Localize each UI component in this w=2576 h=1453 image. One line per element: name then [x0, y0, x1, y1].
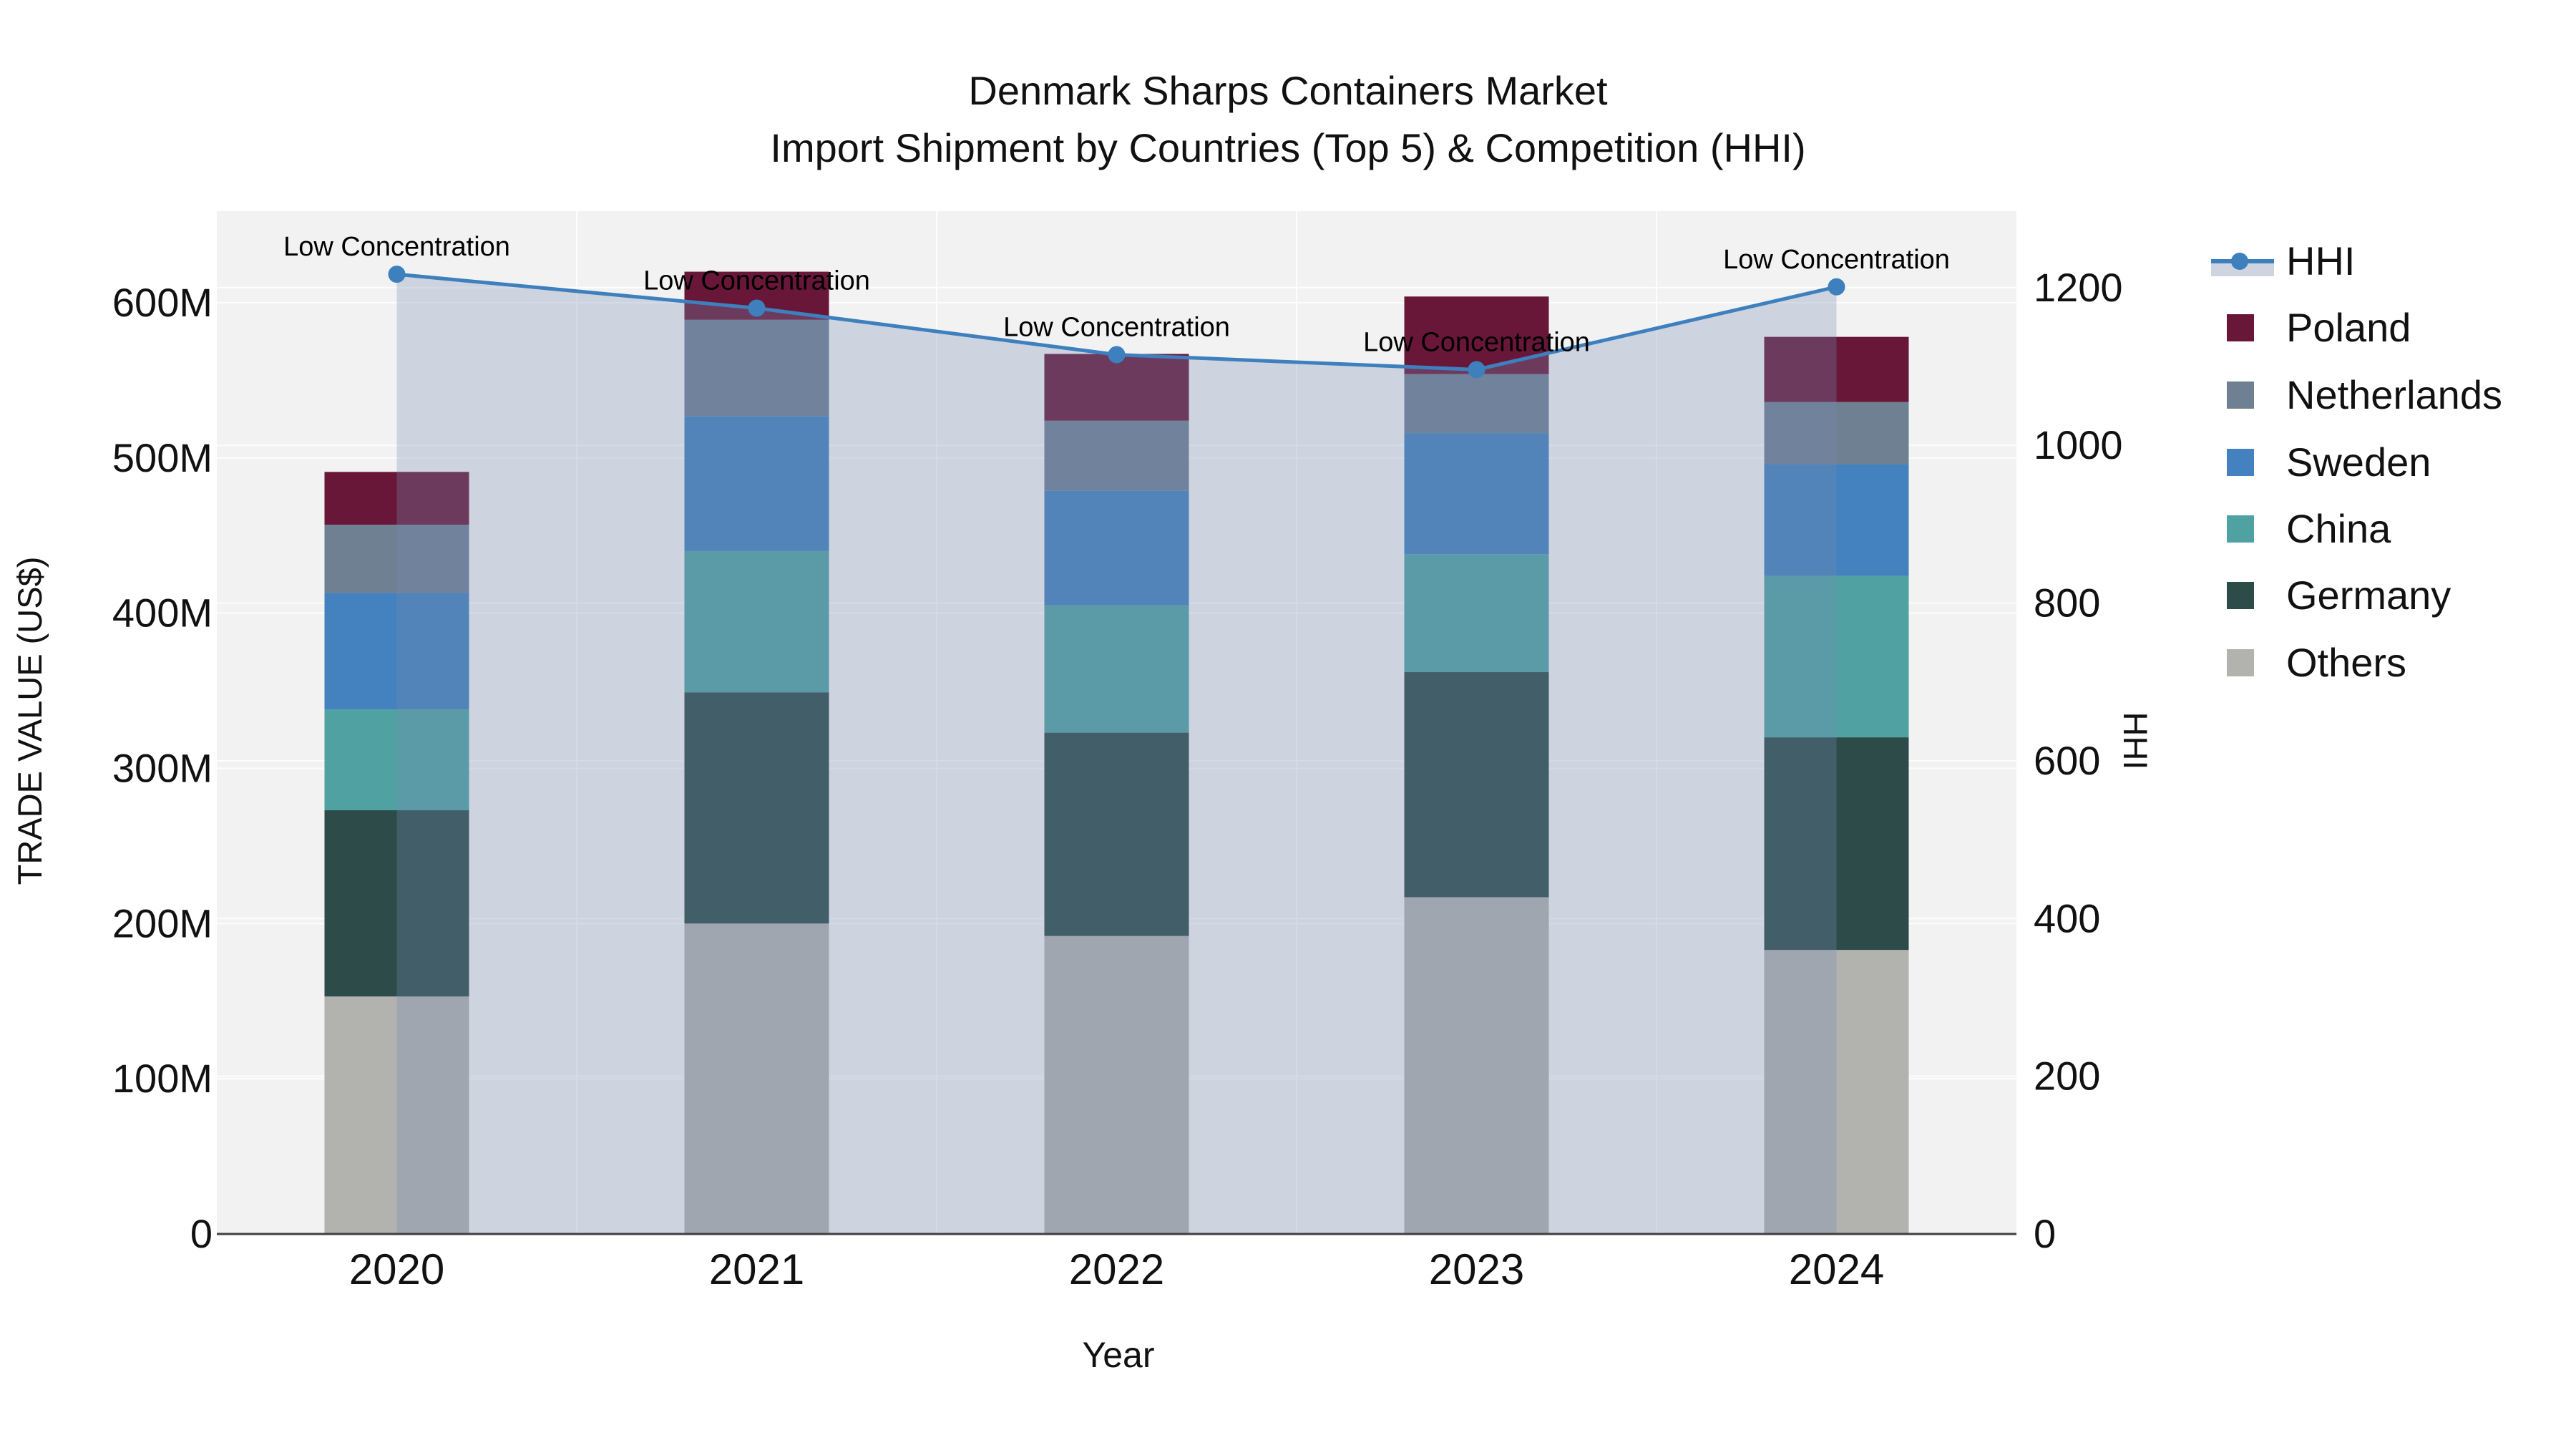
annotation-low-concentration-2023: Low Concentration [1363, 327, 1590, 357]
y-right-tick-label-1200: 1200 [2034, 265, 2123, 310]
y-left-axis-title: TRADE VALUE (US$) [11, 557, 49, 885]
y-right-tick-label-1000: 1000 [2034, 422, 2123, 467]
hhi-marker-2020[interactable] [388, 266, 406, 283]
bar-segment-china-2021[interactable] [684, 550, 829, 693]
bar-segment-others-2024[interactable] [1764, 950, 1909, 1234]
legend-item-netherlands[interactable]: Netherlands [2227, 372, 2502, 417]
bar-segment-poland-2022[interactable] [1044, 354, 1189, 421]
legend-swatch-others [2227, 649, 2254, 676]
bar-segment-sweden-2023[interactable] [1404, 433, 1549, 555]
hhi-marker-2021[interactable] [748, 299, 766, 317]
bar-segment-sweden-2024[interactable] [1764, 464, 1909, 576]
y-left-tick-label-400M: 400M [112, 591, 213, 636]
y-right-tick-label-400: 400 [2034, 895, 2100, 941]
y-left-tick-label-0: 0 [190, 1211, 213, 1256]
legend-hhi-marker-sample [2231, 253, 2248, 270]
legend-label-china: China [2286, 506, 2391, 551]
legend-item-hhi[interactable]: HHI [2211, 238, 2355, 283]
x-axis-title: Year [1082, 1335, 1154, 1375]
legend-swatch-china [2227, 515, 2254, 543]
y-left-tick-label-300M: 300M [112, 745, 213, 790]
bar-segment-others-2020[interactable] [324, 996, 469, 1234]
x-tick-label-2024: 2024 [1789, 1245, 1884, 1293]
bar-segment-china-2020[interactable] [324, 709, 469, 811]
legend-swatch-netherlands [2227, 382, 2254, 409]
bar-segment-germany-2023[interactable] [1404, 672, 1549, 898]
y-right-tick-label-0: 0 [2034, 1211, 2056, 1256]
legend-label-others: Others [2286, 640, 2406, 685]
bar-segment-others-2021[interactable] [684, 923, 829, 1234]
y-left-tick-label-600M: 600M [112, 280, 213, 325]
y-right-tick-label-800: 800 [2034, 580, 2100, 626]
bar-segment-sweden-2020[interactable] [324, 593, 469, 710]
bar-segment-netherlands-2023[interactable] [1404, 374, 1549, 434]
legend-label-poland: Poland [2286, 305, 2411, 350]
bar-segment-germany-2020[interactable] [324, 810, 469, 997]
chart-title-line1: Denmark Sharps Containers Market [968, 68, 1608, 113]
hhi-marker-2024[interactable] [1828, 278, 1845, 296]
bar-segment-netherlands-2024[interactable] [1764, 402, 1909, 465]
legend: HHI Poland Netherlands Sweden China Germany Ot… [2211, 238, 2502, 685]
bar-segment-netherlands-2020[interactable] [324, 525, 469, 593]
plot-area: 0 100M 200M 300M 400M 500M 600M 0 200 400 600 800 10… [112, 211, 2123, 1293]
legend-label-hhi: HHI [2286, 238, 2355, 283]
legend-swatch-sweden [2227, 449, 2254, 476]
y-left-tick-label-100M: 100M [112, 1056, 213, 1101]
hhi-marker-2023[interactable] [1468, 361, 1485, 379]
bar-segment-others-2022[interactable] [1044, 936, 1189, 1234]
bar-segment-china-2022[interactable] [1044, 605, 1189, 733]
x-tick-label-2023: 2023 [1429, 1245, 1524, 1293]
y-left-tick-label-200M: 200M [112, 900, 213, 946]
y-right-tick-label-600: 600 [2034, 738, 2100, 783]
legend-item-germany[interactable]: Germany [2227, 573, 2451, 618]
y-right-tick-label-200: 200 [2034, 1054, 2100, 1099]
x-tick-label-2020: 2020 [349, 1245, 444, 1293]
legend-label-netherlands: Netherlands [2286, 372, 2502, 417]
legend-swatch-poland [2227, 314, 2254, 341]
annotation-low-concentration-2022: Low Concentration [1003, 313, 1230, 343]
annotation-low-concentration-2020: Low Concentration [283, 232, 510, 262]
legend-item-china[interactable]: China [2227, 506, 2391, 551]
legend-item-others[interactable]: Others [2227, 640, 2406, 685]
x-tick-label-2021: 2021 [709, 1245, 804, 1293]
bar-segment-germany-2021[interactable] [684, 692, 829, 924]
bar-segment-china-2023[interactable] [1404, 554, 1549, 673]
y-left-tick-label-500M: 500M [112, 435, 213, 480]
y-right-axis-title: HHI [2117, 712, 2155, 770]
bar-segment-others-2023[interactable] [1404, 897, 1549, 1234]
chart-title-line2: Import Shipment by Countries (Top 5) & C… [770, 125, 1805, 170]
hhi-marker-2022[interactable] [1108, 346, 1126, 364]
annotation-low-concentration-2024: Low Concentration [1723, 245, 1950, 275]
bar-segment-poland-2020[interactable] [324, 472, 469, 525]
bar-segment-poland-2024[interactable] [1764, 336, 1909, 402]
bar-segment-china-2024[interactable] [1764, 575, 1909, 738]
annotation-low-concentration-2021: Low Concentration [643, 266, 870, 296]
bar-segment-sweden-2022[interactable] [1044, 490, 1189, 606]
legend-label-germany: Germany [2286, 573, 2451, 618]
bar-segment-netherlands-2021[interactable] [684, 319, 829, 417]
x-tick-label-2022: 2022 [1069, 1245, 1164, 1293]
bar-segment-germany-2022[interactable] [1044, 732, 1189, 936]
bar-segment-netherlands-2022[interactable] [1044, 420, 1189, 491]
legend-item-sweden[interactable]: Sweden [2227, 439, 2431, 485]
bar-segment-germany-2024[interactable] [1764, 737, 1909, 951]
hhi-area-fill [396, 274, 1837, 1235]
bar-segment-sweden-2021[interactable] [684, 416, 829, 551]
legend-item-poland[interactable]: Poland [2227, 305, 2411, 350]
legend-swatch-germany [2227, 582, 2254, 609]
legend-label-sweden: Sweden [2286, 439, 2431, 485]
